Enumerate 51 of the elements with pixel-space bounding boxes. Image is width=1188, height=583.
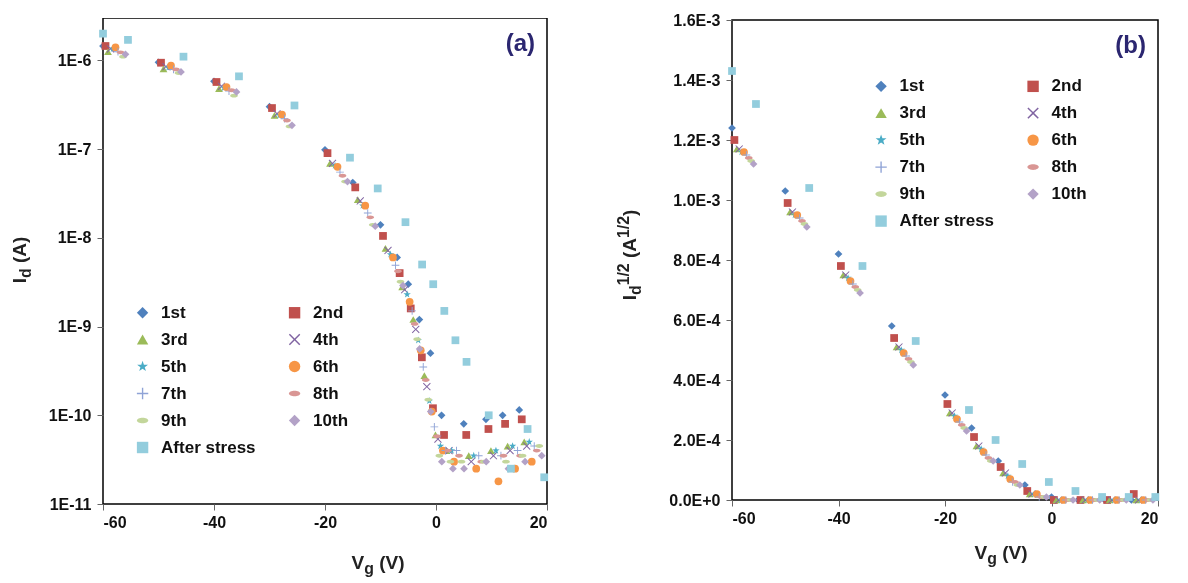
y-tick-label: 8.0E-4 bbox=[673, 251, 721, 269]
y-tick-label: 1.4E-3 bbox=[673, 71, 721, 89]
y-tick-label: 1.2E-3 bbox=[673, 131, 721, 149]
x-tick-label: 20 bbox=[1140, 509, 1159, 527]
x-axis-title: V$_{g}$ (V) bbox=[974, 542, 1028, 568]
annotation: (a) bbox=[505, 29, 535, 56]
y-tick-label: 2.0E-4 bbox=[673, 431, 721, 449]
legend-label: After stress bbox=[899, 211, 995, 231]
legend-label: 2nd bbox=[1051, 76, 1082, 96]
y-tick-label: 0.0E+0 bbox=[669, 491, 721, 509]
annotation: (b) bbox=[1115, 31, 1146, 58]
y-tick-label: 1E-9 bbox=[57, 318, 92, 336]
x-tick-label: 20 bbox=[529, 513, 548, 531]
legend-label: 9th bbox=[899, 184, 926, 204]
x-tick-label: 0 bbox=[1047, 509, 1057, 527]
legend-label: 4th bbox=[1051, 103, 1078, 123]
y-tick-label: 6.0E-4 bbox=[673, 311, 721, 329]
legend-label: 1st bbox=[899, 76, 925, 96]
y-tick-label: 1E-7 bbox=[57, 140, 92, 158]
x-tick-label: -40 bbox=[202, 513, 227, 531]
y-tick-label: 1E-6 bbox=[57, 51, 92, 69]
legend-label: 5th bbox=[161, 356, 187, 376]
legend-label: 6th bbox=[1051, 130, 1078, 150]
legend-label: 2nd bbox=[313, 302, 344, 322]
legend-label: 3rd bbox=[899, 103, 927, 123]
x-tick-label: 0 bbox=[432, 513, 442, 531]
legend-label: 5th bbox=[899, 130, 926, 150]
y-tick-label: 1E-8 bbox=[57, 229, 92, 247]
y-tick-label: 1.6E-3 bbox=[673, 11, 721, 29]
legend-label: 6th bbox=[313, 356, 339, 376]
legend-label: 10th bbox=[1051, 184, 1087, 204]
x-tick-label: -40 bbox=[827, 509, 851, 527]
x-tick-label: -20 bbox=[933, 509, 958, 527]
legend-label: 7th bbox=[161, 383, 187, 403]
x-tick-label: -20 bbox=[313, 513, 338, 531]
legend-label: 8th bbox=[1051, 157, 1078, 177]
legend-label: 3rd bbox=[161, 329, 188, 349]
legend-label: 4th bbox=[313, 329, 339, 349]
legend-label: 1st bbox=[161, 302, 186, 322]
x-axis-title: V$_{g}$ (V) bbox=[351, 552, 405, 578]
legend-label: 9th bbox=[161, 410, 187, 430]
legend-label: 8th bbox=[313, 383, 339, 403]
y-tick-label: 1.0E-3 bbox=[673, 191, 721, 209]
y-tick-label: 1E-10 bbox=[48, 406, 92, 424]
x-tick-label: -60 bbox=[103, 513, 127, 531]
y-tick-label: 1E-11 bbox=[49, 495, 92, 513]
x-tick-label: -60 bbox=[732, 509, 756, 527]
legend-label: 7th bbox=[899, 157, 926, 177]
legend-label: After stress bbox=[161, 437, 256, 457]
y-tick-label: 4.0E-4 bbox=[673, 371, 721, 389]
legend-label: 10th bbox=[313, 410, 349, 430]
